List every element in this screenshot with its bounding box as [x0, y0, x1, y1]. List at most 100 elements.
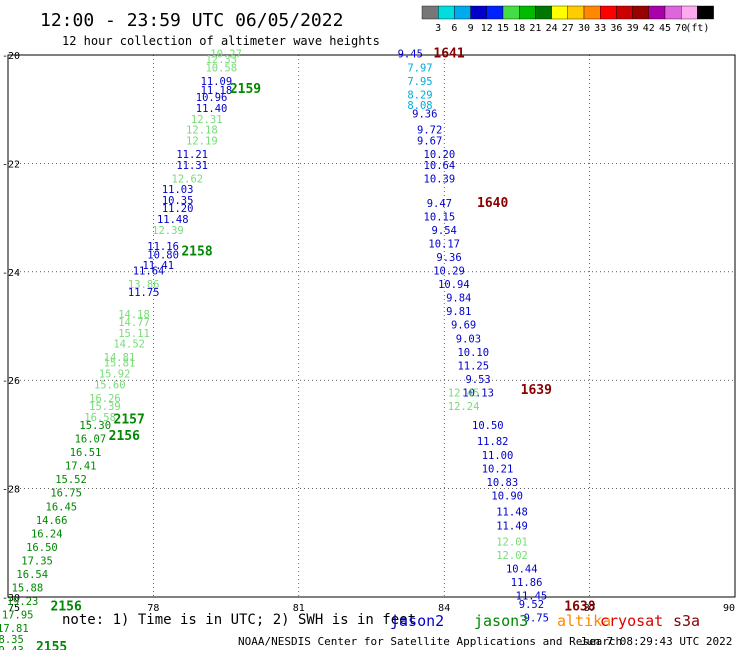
color-scale-swatch: [486, 5, 504, 20]
swh-reading: 15.52: [55, 474, 87, 486]
y-tick-label: -30: [2, 593, 20, 604]
color-scale-label: 33: [594, 23, 606, 34]
swh-reading: 12.33: [205, 54, 237, 66]
color-scale-label: 15: [497, 23, 509, 34]
swh-reading: 12.24: [448, 401, 480, 413]
pass-number-label: 2157: [114, 413, 145, 428]
swh-reading: 10.94: [438, 279, 470, 291]
swh-reading: 16.26: [89, 393, 121, 405]
swh-reading: 9.84: [446, 293, 471, 305]
swh-reading: 10.96: [196, 92, 228, 104]
swh-reading: 14.18: [118, 309, 150, 321]
swh-reading: 9.52: [519, 599, 544, 611]
color-scale-label: 36: [610, 23, 622, 34]
swh-reading: 11.25: [457, 360, 489, 372]
color-scale-swatch: [470, 5, 488, 20]
color-scale-swatch: [681, 5, 698, 20]
swh-reading: 16.50: [26, 542, 58, 554]
plot-frame: [7, 54, 736, 598]
x-tick-label: 84: [438, 603, 450, 614]
swh-reading: 11.64: [133, 266, 165, 278]
color-scale-label: 30: [578, 23, 590, 34]
swh-reading: 10.64: [424, 160, 456, 172]
color-scale-label: 42: [643, 23, 655, 34]
swh-reading: 12.62: [172, 173, 204, 185]
swh-reading: 10.15: [424, 211, 456, 223]
color-scale-label: 12: [481, 23, 493, 34]
swh-reading: 10.58: [205, 62, 237, 74]
swh-reading: 10.83: [487, 477, 519, 489]
swh-reading: 10.20: [424, 149, 456, 161]
swh-reading: 11.45: [516, 591, 548, 603]
pass-number-label: 2155: [36, 640, 67, 650]
footer-note: note: 1) Time is in UTC; 2) SWH is in fe…: [62, 612, 416, 628]
swh-reading: 9.54: [432, 225, 457, 237]
pass-number-label: 2158: [181, 245, 212, 260]
x-tick-label: 87: [584, 603, 596, 614]
swh-reading: 11.49: [496, 520, 528, 532]
pass-number-label: 1639: [521, 383, 552, 398]
swh-reading: 15.92: [99, 368, 131, 380]
swh-reading: 10.27: [210, 49, 242, 61]
swh-reading: 11.75: [128, 287, 160, 299]
swh-reading: 14.66: [36, 515, 68, 527]
swh-reading: 16.58: [84, 412, 116, 424]
swh-reading: 14.52: [113, 339, 145, 351]
swh-reading: 19.23: [7, 596, 39, 608]
color-scale-label: 70: [675, 23, 687, 34]
swh-reading: 9.47: [427, 198, 452, 210]
y-tick-label: -24: [2, 268, 20, 279]
y-tick-label: -28: [2, 485, 20, 496]
color-scale-label: 24: [546, 23, 558, 34]
color-scale-label: 18: [513, 23, 525, 34]
swh-reading: 9.81: [446, 306, 471, 318]
swh-reading: 16.75: [50, 488, 82, 500]
swh-reading: 11.86: [511, 577, 543, 589]
pass-number-label: 1641: [433, 47, 464, 62]
swh-reading: 14.77: [118, 317, 150, 329]
color-scale-swatch: [454, 5, 471, 20]
swh-reading: 10.13: [462, 387, 494, 399]
pass-number-label: 2156: [109, 429, 140, 444]
chart-subtitle: 12 hour collection of altimeter wave hei…: [62, 34, 380, 48]
swh-reading: 15.88: [12, 583, 44, 595]
swh-reading: 16.45: [46, 501, 78, 513]
color-scale-label: 45: [659, 23, 671, 34]
swh-reading: 12.01: [496, 537, 528, 549]
color-scale-label: 21: [529, 23, 541, 34]
swh-reading: 10.35: [162, 195, 194, 207]
color-scale-swatch: [551, 5, 568, 20]
swh-reading: 9.36: [436, 252, 461, 264]
swh-reading: 11.09: [201, 76, 233, 88]
color-scale-swatch: [421, 5, 439, 20]
color-scale-label: 6: [451, 23, 457, 34]
color-scale-label: 3: [435, 23, 441, 34]
swh-reading: 10.90: [491, 490, 523, 502]
color-scale-swatch: [583, 5, 601, 20]
swh-reading: 10.10: [457, 347, 489, 359]
swh-reading: 10.21: [482, 463, 514, 475]
swh-reading: 17.35: [21, 555, 53, 567]
y-tick-label: -26: [2, 376, 20, 387]
swh-reading: 11.41: [142, 260, 174, 272]
swh-reading: 12.45: [448, 387, 480, 399]
swh-reading: 10.29: [433, 266, 465, 278]
swh-reading: 8.08: [407, 100, 432, 112]
swh-reading: 11.03: [162, 184, 194, 196]
pass-number-label: 2159: [230, 82, 261, 97]
swh-reading: 10.17: [428, 238, 460, 250]
swh-reading: 9.53: [465, 374, 490, 386]
swh-reading: 9.75: [524, 612, 549, 624]
plot-grid: [7, 54, 736, 598]
pass-number-label: 2156: [51, 600, 82, 615]
satellite-legend-entry: altika: [557, 612, 611, 630]
swh-reading: 11.48: [496, 507, 528, 519]
swh-reading: 17.41: [65, 461, 97, 473]
x-tick-label: 90: [723, 603, 735, 614]
swh-reading: 9.36: [412, 108, 437, 120]
pass-number-label: 1640: [477, 196, 508, 211]
color-scale-swatch: [535, 5, 552, 20]
